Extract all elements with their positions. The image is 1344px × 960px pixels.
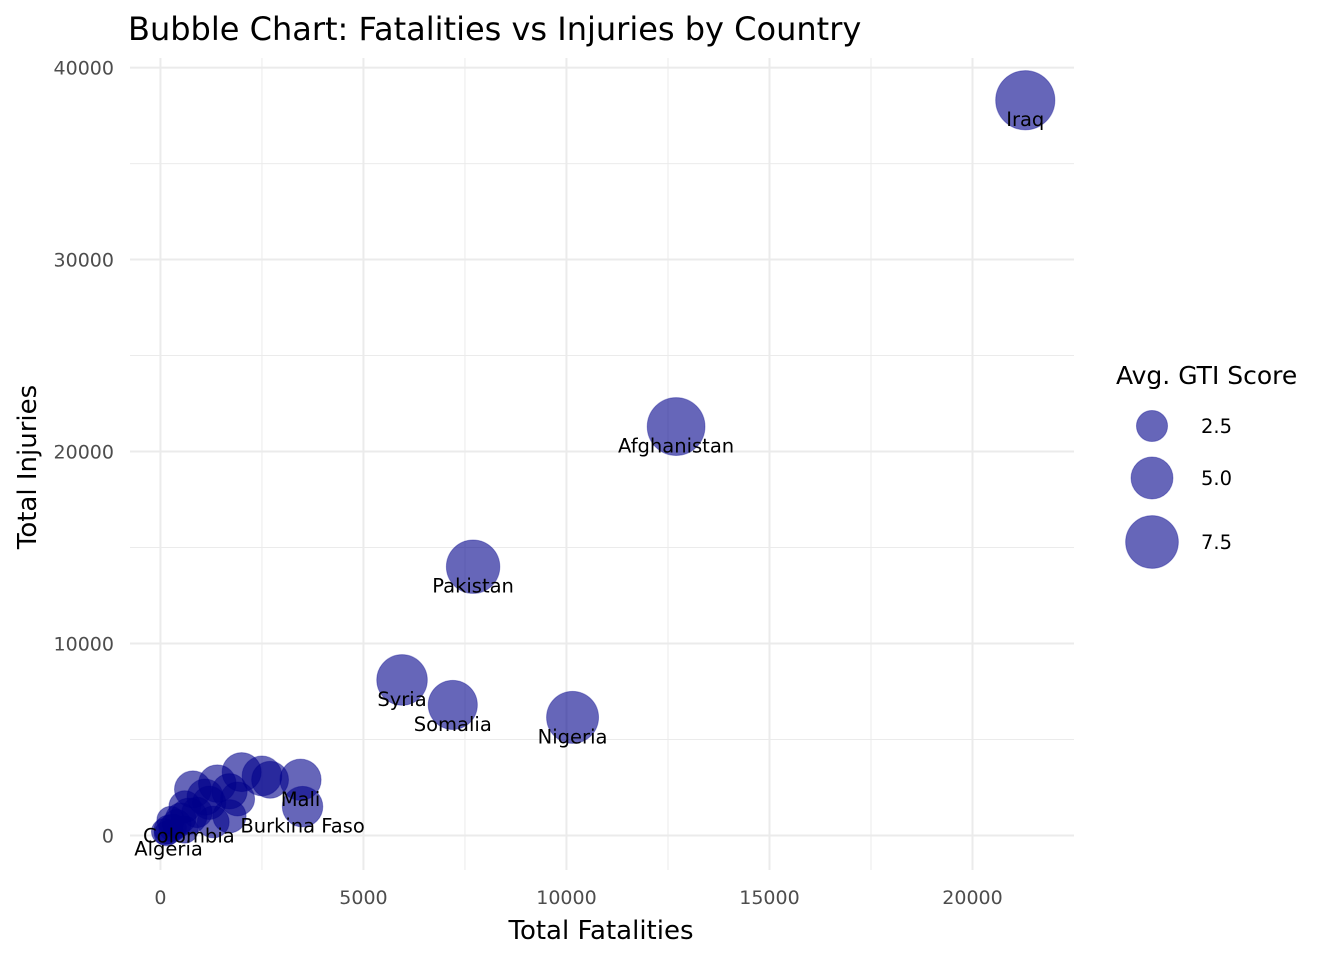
bubble-syria [376, 654, 428, 706]
point-label: Afghanistan [618, 435, 734, 458]
y-axis-title: Total Injuries [13, 385, 43, 550]
grid-lines [130, 58, 1074, 870]
bubble-burkina-faso [281, 785, 324, 828]
point-label: Mali [281, 788, 321, 811]
point-label: Colombia [143, 824, 235, 847]
y-axis-ticks: 0 10000 20000 30000 40000 [54, 58, 114, 848]
bubble-afghanistan [646, 397, 706, 456]
y-tick-label: 40000 [54, 58, 114, 80]
point-label: Somalia [414, 713, 492, 736]
y-tick-label: 20000 [54, 442, 114, 464]
y-tick-label: 0 [102, 825, 114, 847]
y-tick-label: 30000 [54, 250, 114, 272]
point-label: Burkina Faso [240, 815, 364, 838]
legend-label: 7.5 [1201, 531, 1232, 554]
x-tick-label: 10000 [536, 887, 596, 909]
point-label: Iraq [1006, 108, 1044, 131]
bubble-pakistan [445, 539, 501, 594]
x-axis-title: Total Fatalities [507, 916, 693, 946]
legend-label: 2.5 [1201, 415, 1232, 438]
point-label: Algeria [134, 838, 203, 861]
x-tick-label: 20000 [942, 887, 1002, 909]
bubble-iraq [995, 70, 1056, 131]
legend-key-bubble [1130, 456, 1174, 500]
size-legend: Avg. GTI Score 2.5 5.0 7.5 [1116, 361, 1297, 569]
bubble-nigeria [546, 690, 600, 744]
bubble-somalia [427, 679, 478, 730]
point-label: Syria [377, 688, 426, 711]
x-tick-label: 5000 [339, 887, 387, 909]
point-label: Nigeria [538, 725, 608, 748]
bubble-algeria [153, 814, 184, 845]
x-tick-label: 0 [154, 887, 166, 909]
legend-key-bubble [1125, 515, 1179, 569]
chart-title: Bubble Chart: Fatalities vs Injuries by … [128, 10, 861, 48]
x-tick-label: 15000 [739, 887, 799, 909]
x-axis-ticks: 0 5000 10000 15000 20000 [154, 887, 1002, 909]
bubble-layer [150, 70, 1056, 847]
y-tick-label: 10000 [54, 633, 114, 655]
legend-key-bubble [1135, 409, 1169, 443]
legend-label: 5.0 [1201, 467, 1232, 490]
point-label: Pakistan [432, 575, 514, 598]
legend-title: Avg. GTI Score [1116, 361, 1297, 390]
